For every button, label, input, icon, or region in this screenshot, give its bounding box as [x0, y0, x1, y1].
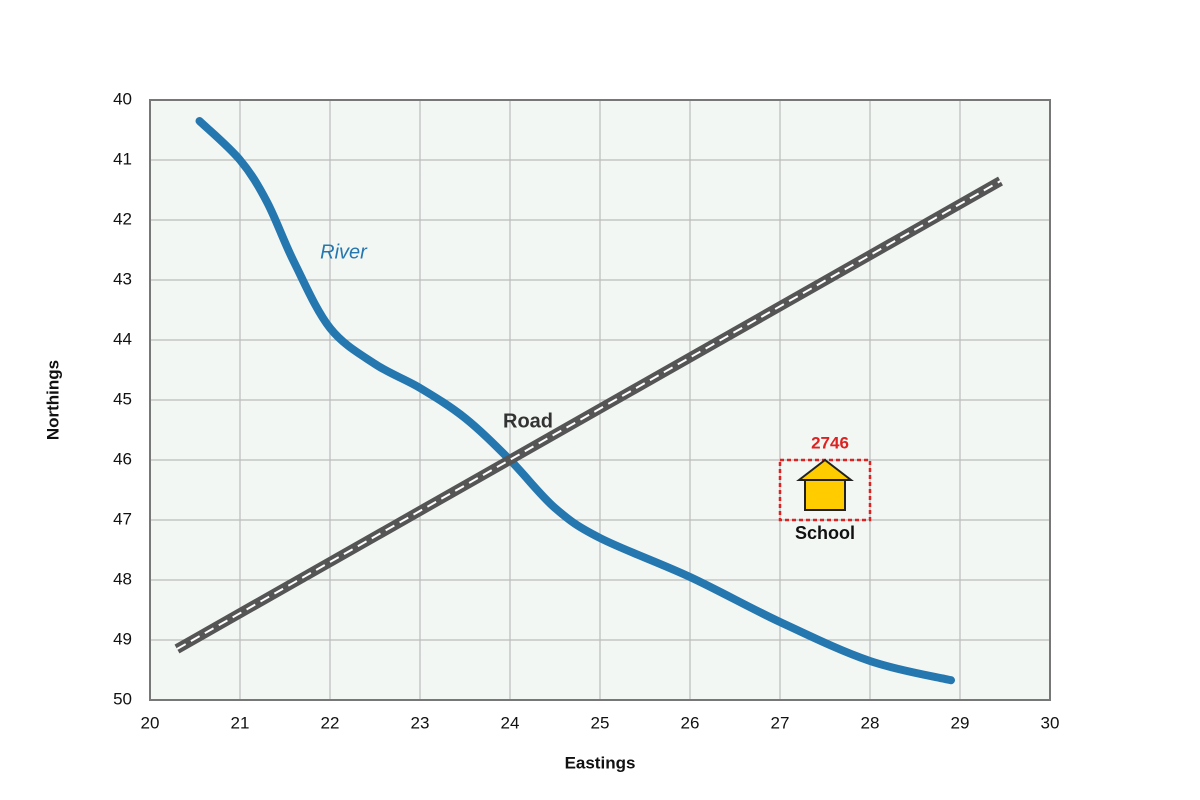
y-axis-label: Northings: [43, 360, 62, 440]
y-tick-label: 42: [113, 209, 132, 228]
y-tick-label: 45: [113, 389, 132, 408]
map-frame: [149, 99, 1051, 701]
x-tick-label: 29: [951, 713, 970, 732]
x-tick-label: 24: [501, 713, 520, 732]
x-tick-label: 23: [411, 713, 430, 732]
river: [195, 117, 955, 685]
y-tick-label: 43: [113, 269, 132, 288]
y-tick-label: 44: [113, 329, 132, 348]
x-tick-label: 27: [771, 713, 790, 732]
x-axis-label: Eastings: [565, 753, 636, 772]
y-tick-label: 49: [113, 629, 132, 648]
road-centerline: [176, 180, 1001, 650]
y-tick-label: 48: [113, 569, 132, 588]
x-tick-label: 22: [321, 713, 340, 732]
school-label: School: [795, 523, 855, 543]
school-house: [804, 479, 846, 511]
y-tick-label: 46: [113, 449, 132, 468]
x-tick-label: 28: [861, 713, 880, 732]
grid-reference: 2746: [811, 433, 849, 452]
x-tick-label: 21: [231, 713, 250, 732]
y-tick-label: 50: [113, 689, 132, 708]
y-tick-label: 41: [113, 149, 132, 168]
road-label: Road: [503, 410, 553, 432]
y-tick-label: 47: [113, 509, 132, 528]
river-label: River: [320, 241, 368, 263]
x-tick-label: 26: [681, 713, 700, 732]
school-roof: [796, 458, 854, 481]
y-tick-label: 40: [113, 89, 132, 108]
x-tick-label: 30: [1041, 713, 1060, 732]
x-tick-label: 25: [591, 713, 610, 732]
x-tick-label: 20: [141, 713, 160, 732]
